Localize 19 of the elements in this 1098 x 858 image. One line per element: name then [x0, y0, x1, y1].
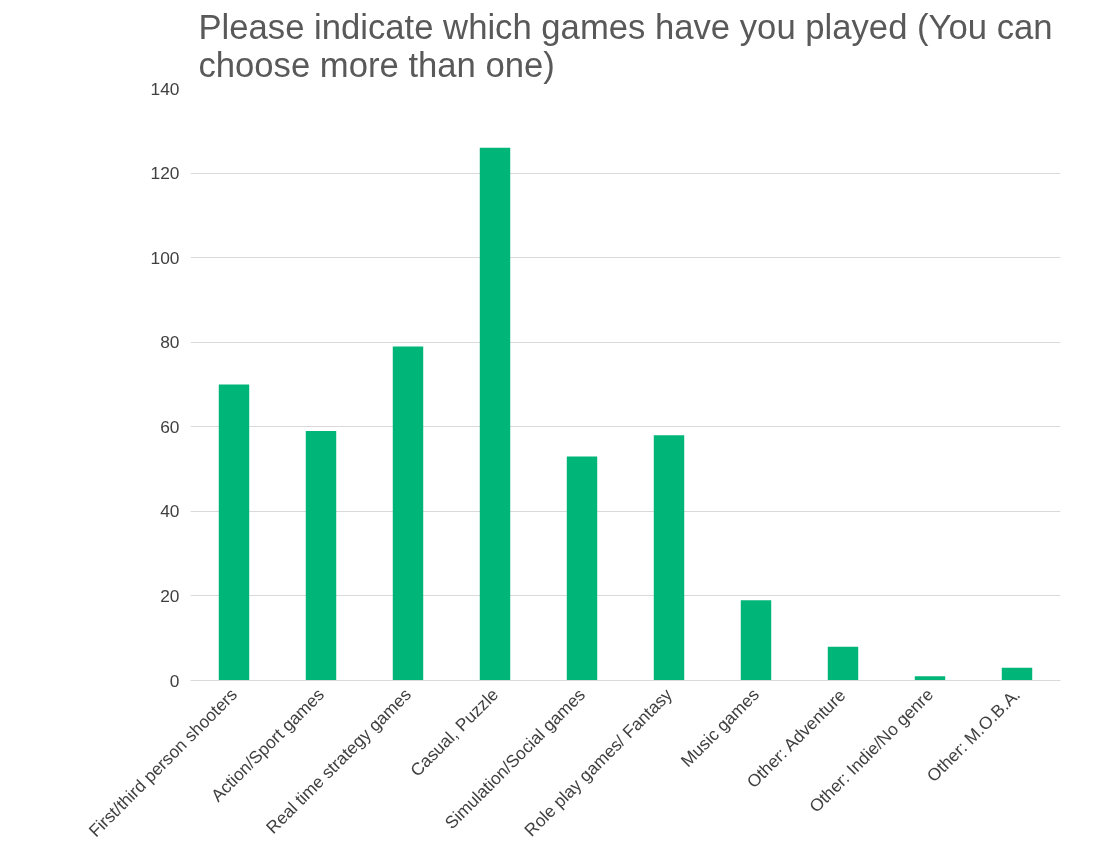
y-tick-label: 20 [160, 585, 180, 606]
y-tick-label: 40 [160, 501, 180, 522]
y-tick-label: 100 [150, 247, 180, 268]
bar [740, 600, 772, 681]
bar [914, 676, 946, 681]
y-tick-label: 0 [169, 670, 180, 691]
y-tick-label: 120 [150, 163, 180, 184]
bar [653, 435, 685, 681]
bar [305, 431, 337, 681]
bar [479, 147, 511, 681]
bar [1001, 667, 1033, 681]
y-tick-label: 80 [160, 332, 180, 353]
bar [827, 646, 859, 681]
chart-title: Please indicate which games have you played (You can choose more than one) [198, 7, 1053, 84]
y-tick-label: 60 [160, 416, 180, 437]
bar [566, 456, 598, 681]
y-tick-label: 140 [150, 78, 180, 99]
bar [392, 346, 424, 681]
bar [218, 384, 250, 681]
